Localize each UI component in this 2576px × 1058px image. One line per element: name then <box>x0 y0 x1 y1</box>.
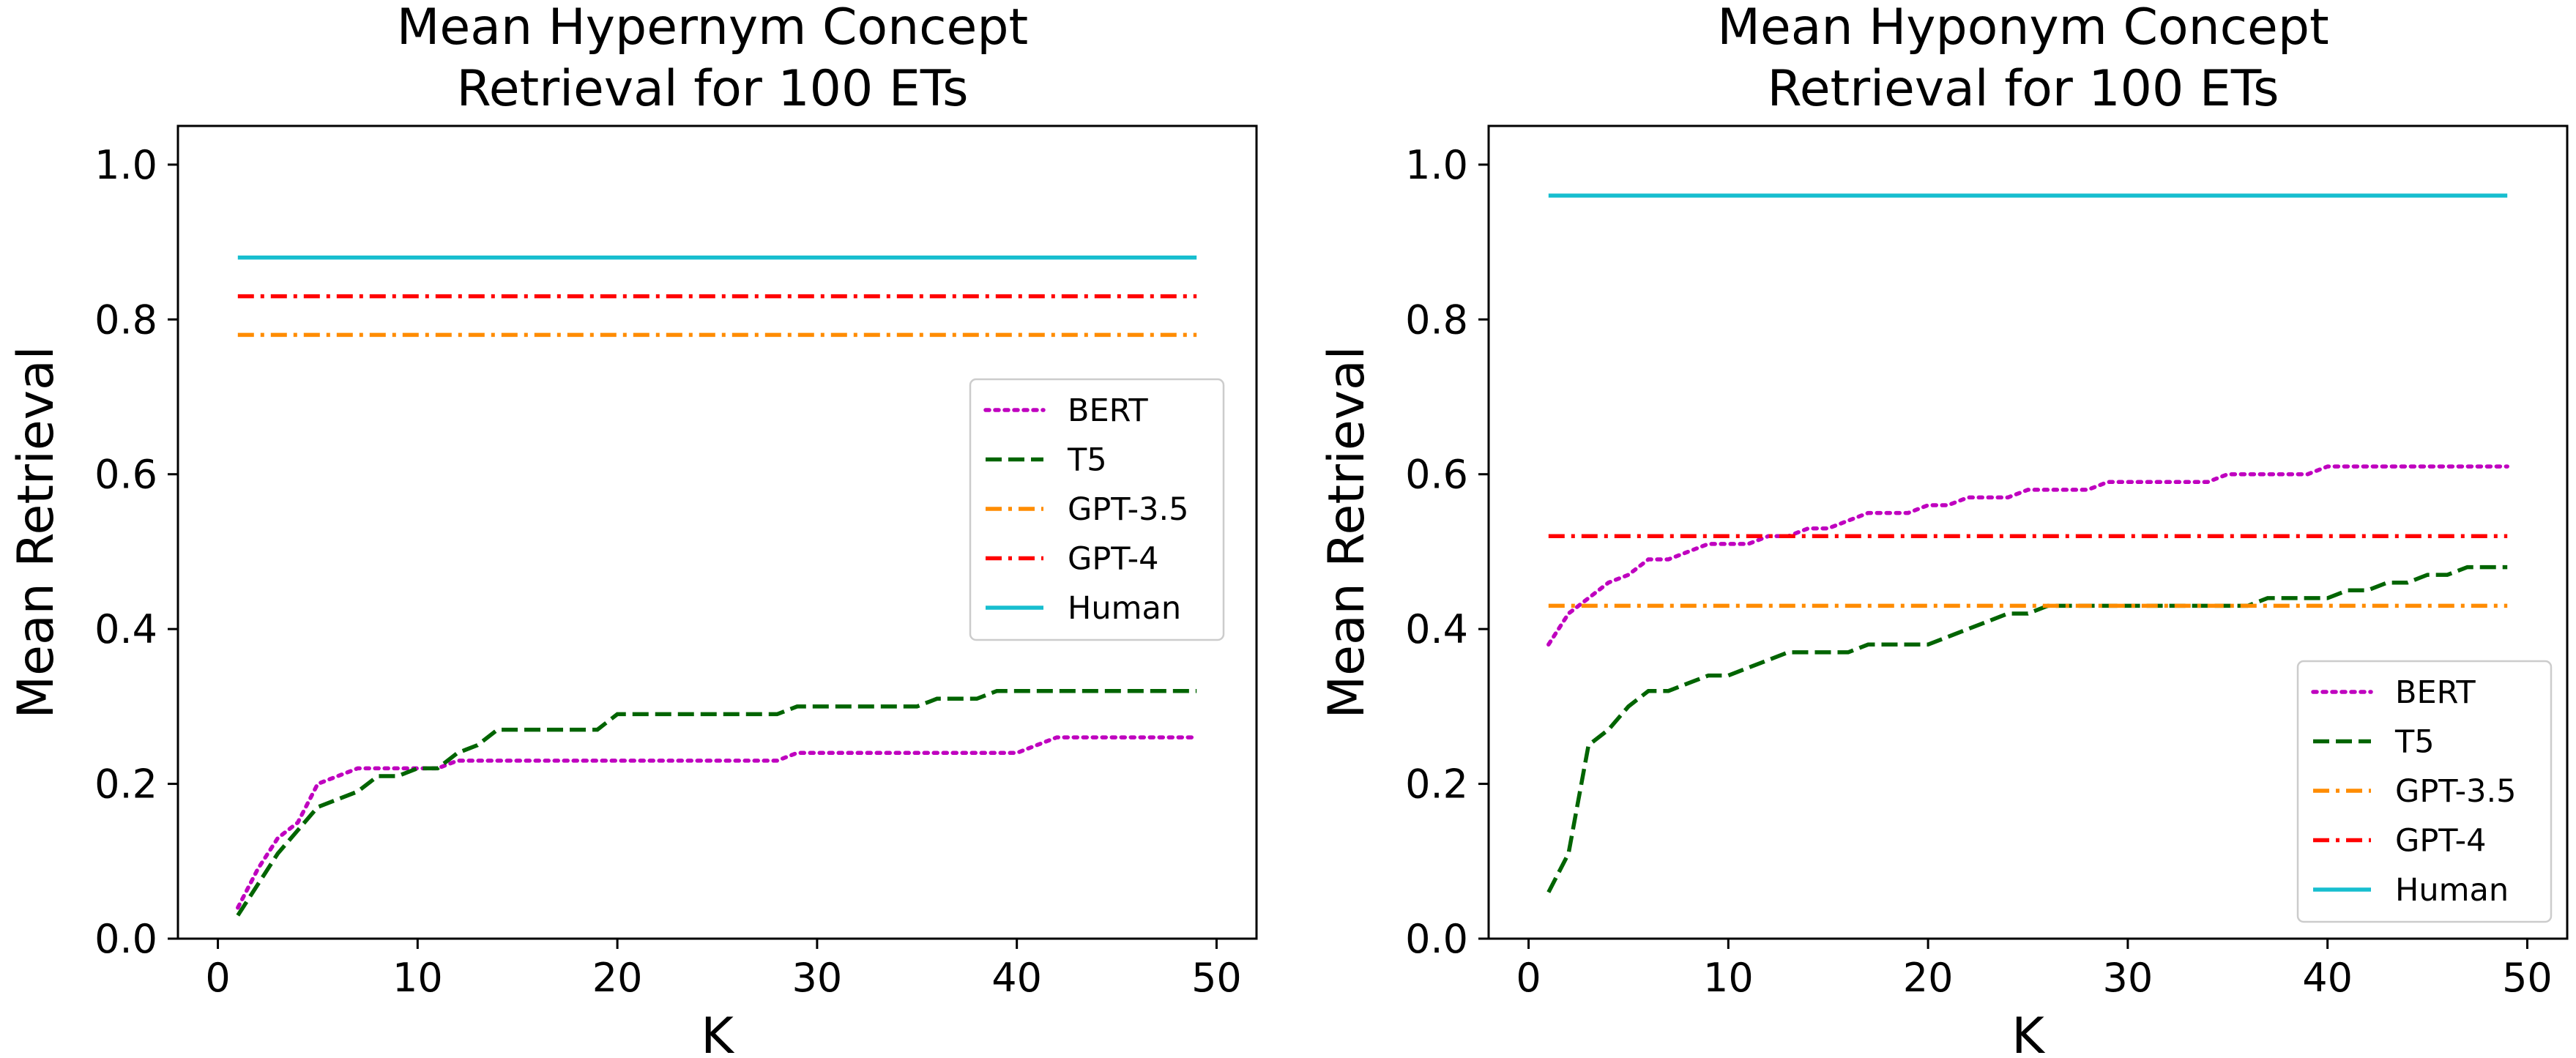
x-tick-label: 10 <box>1703 955 1754 1001</box>
y-tick-label: 1.0 <box>94 142 157 188</box>
x-tick-label: 10 <box>392 955 443 1001</box>
legend-label-t5: T5 <box>1067 442 1107 479</box>
x-tick-label: 20 <box>1903 955 1954 1001</box>
x-axis-label: K <box>701 1007 735 1058</box>
x-tick-label: 50 <box>1191 955 1242 1001</box>
x-tick-label: 30 <box>792 955 843 1001</box>
y-tick-label: 0.8 <box>1405 297 1468 343</box>
y-axis-label: Mean Retrieval <box>7 346 65 718</box>
y-tick-label: 0.2 <box>1405 761 1468 808</box>
y-tick-label: 0.0 <box>1405 916 1468 962</box>
series-line-bert <box>236 735 1199 910</box>
legend-label-human: Human <box>1068 590 1181 627</box>
legend-label-gpt-4: GPT-4 <box>2395 823 2486 860</box>
legend-label-bert: BERT <box>1068 392 1148 429</box>
y-axis-label: Mean Retrieval <box>1318 346 1376 718</box>
legend-label-human: Human <box>2395 872 2509 909</box>
y-tick-label: 0.2 <box>94 761 157 808</box>
x-tick-label: 50 <box>2502 955 2553 1001</box>
x-tick-label: 30 <box>2103 955 2154 1001</box>
x-axis-label: K <box>2011 1007 2046 1058</box>
y-tick-label: 1.0 <box>1405 142 1468 188</box>
series-line-bert <box>1546 464 2509 647</box>
y-tick-label: 0.6 <box>1405 452 1468 498</box>
series-group <box>236 255 1199 917</box>
legend-label-gpt-3-5: GPT-3.5 <box>2395 773 2516 810</box>
plot-frame <box>176 124 1258 940</box>
x-tick-label: 20 <box>592 955 643 1001</box>
series-group <box>1546 193 2509 893</box>
series-line-t5 <box>1546 565 2508 893</box>
legend-label-gpt-4: GPT-4 <box>1068 541 1158 578</box>
legend: BERT T5 GPT-3.5 GPT-4 Human <box>969 378 1225 641</box>
chart-title-line: Mean Hypernym Concept <box>397 0 1028 56</box>
x-tick-label: 0 <box>1516 955 1541 1001</box>
chart-title-line: Retrieval for 100 ETs <box>457 60 969 118</box>
y-tick-label: 0.6 <box>94 452 157 498</box>
y-tick-label: 0.4 <box>1405 606 1468 652</box>
chart-title-line: Mean Hyponym Concept <box>1717 0 2329 56</box>
legend: BERT T5 GPT-3.5 GPT-4 Human <box>2296 660 2553 923</box>
x-tick-label: 40 <box>2302 955 2353 1001</box>
legend-label-t5: T5 <box>2394 724 2435 761</box>
legend-box <box>2296 660 2553 923</box>
legend-box <box>969 378 1225 641</box>
x-tick-label: 40 <box>991 955 1042 1001</box>
legend-label-gpt-3-5: GPT-3.5 <box>1068 491 1188 528</box>
plot-frame <box>1487 124 2569 940</box>
series-line-t5 <box>236 688 1197 917</box>
y-tick-label: 0.4 <box>94 606 157 652</box>
y-tick-label: 0.0 <box>94 916 157 962</box>
y-tick-label: 0.8 <box>94 297 157 343</box>
chart-title-line: Retrieval for 100 ETs <box>1768 60 2279 118</box>
legend-label-bert: BERT <box>2395 674 2476 711</box>
x-tick-label: 0 <box>205 955 230 1001</box>
